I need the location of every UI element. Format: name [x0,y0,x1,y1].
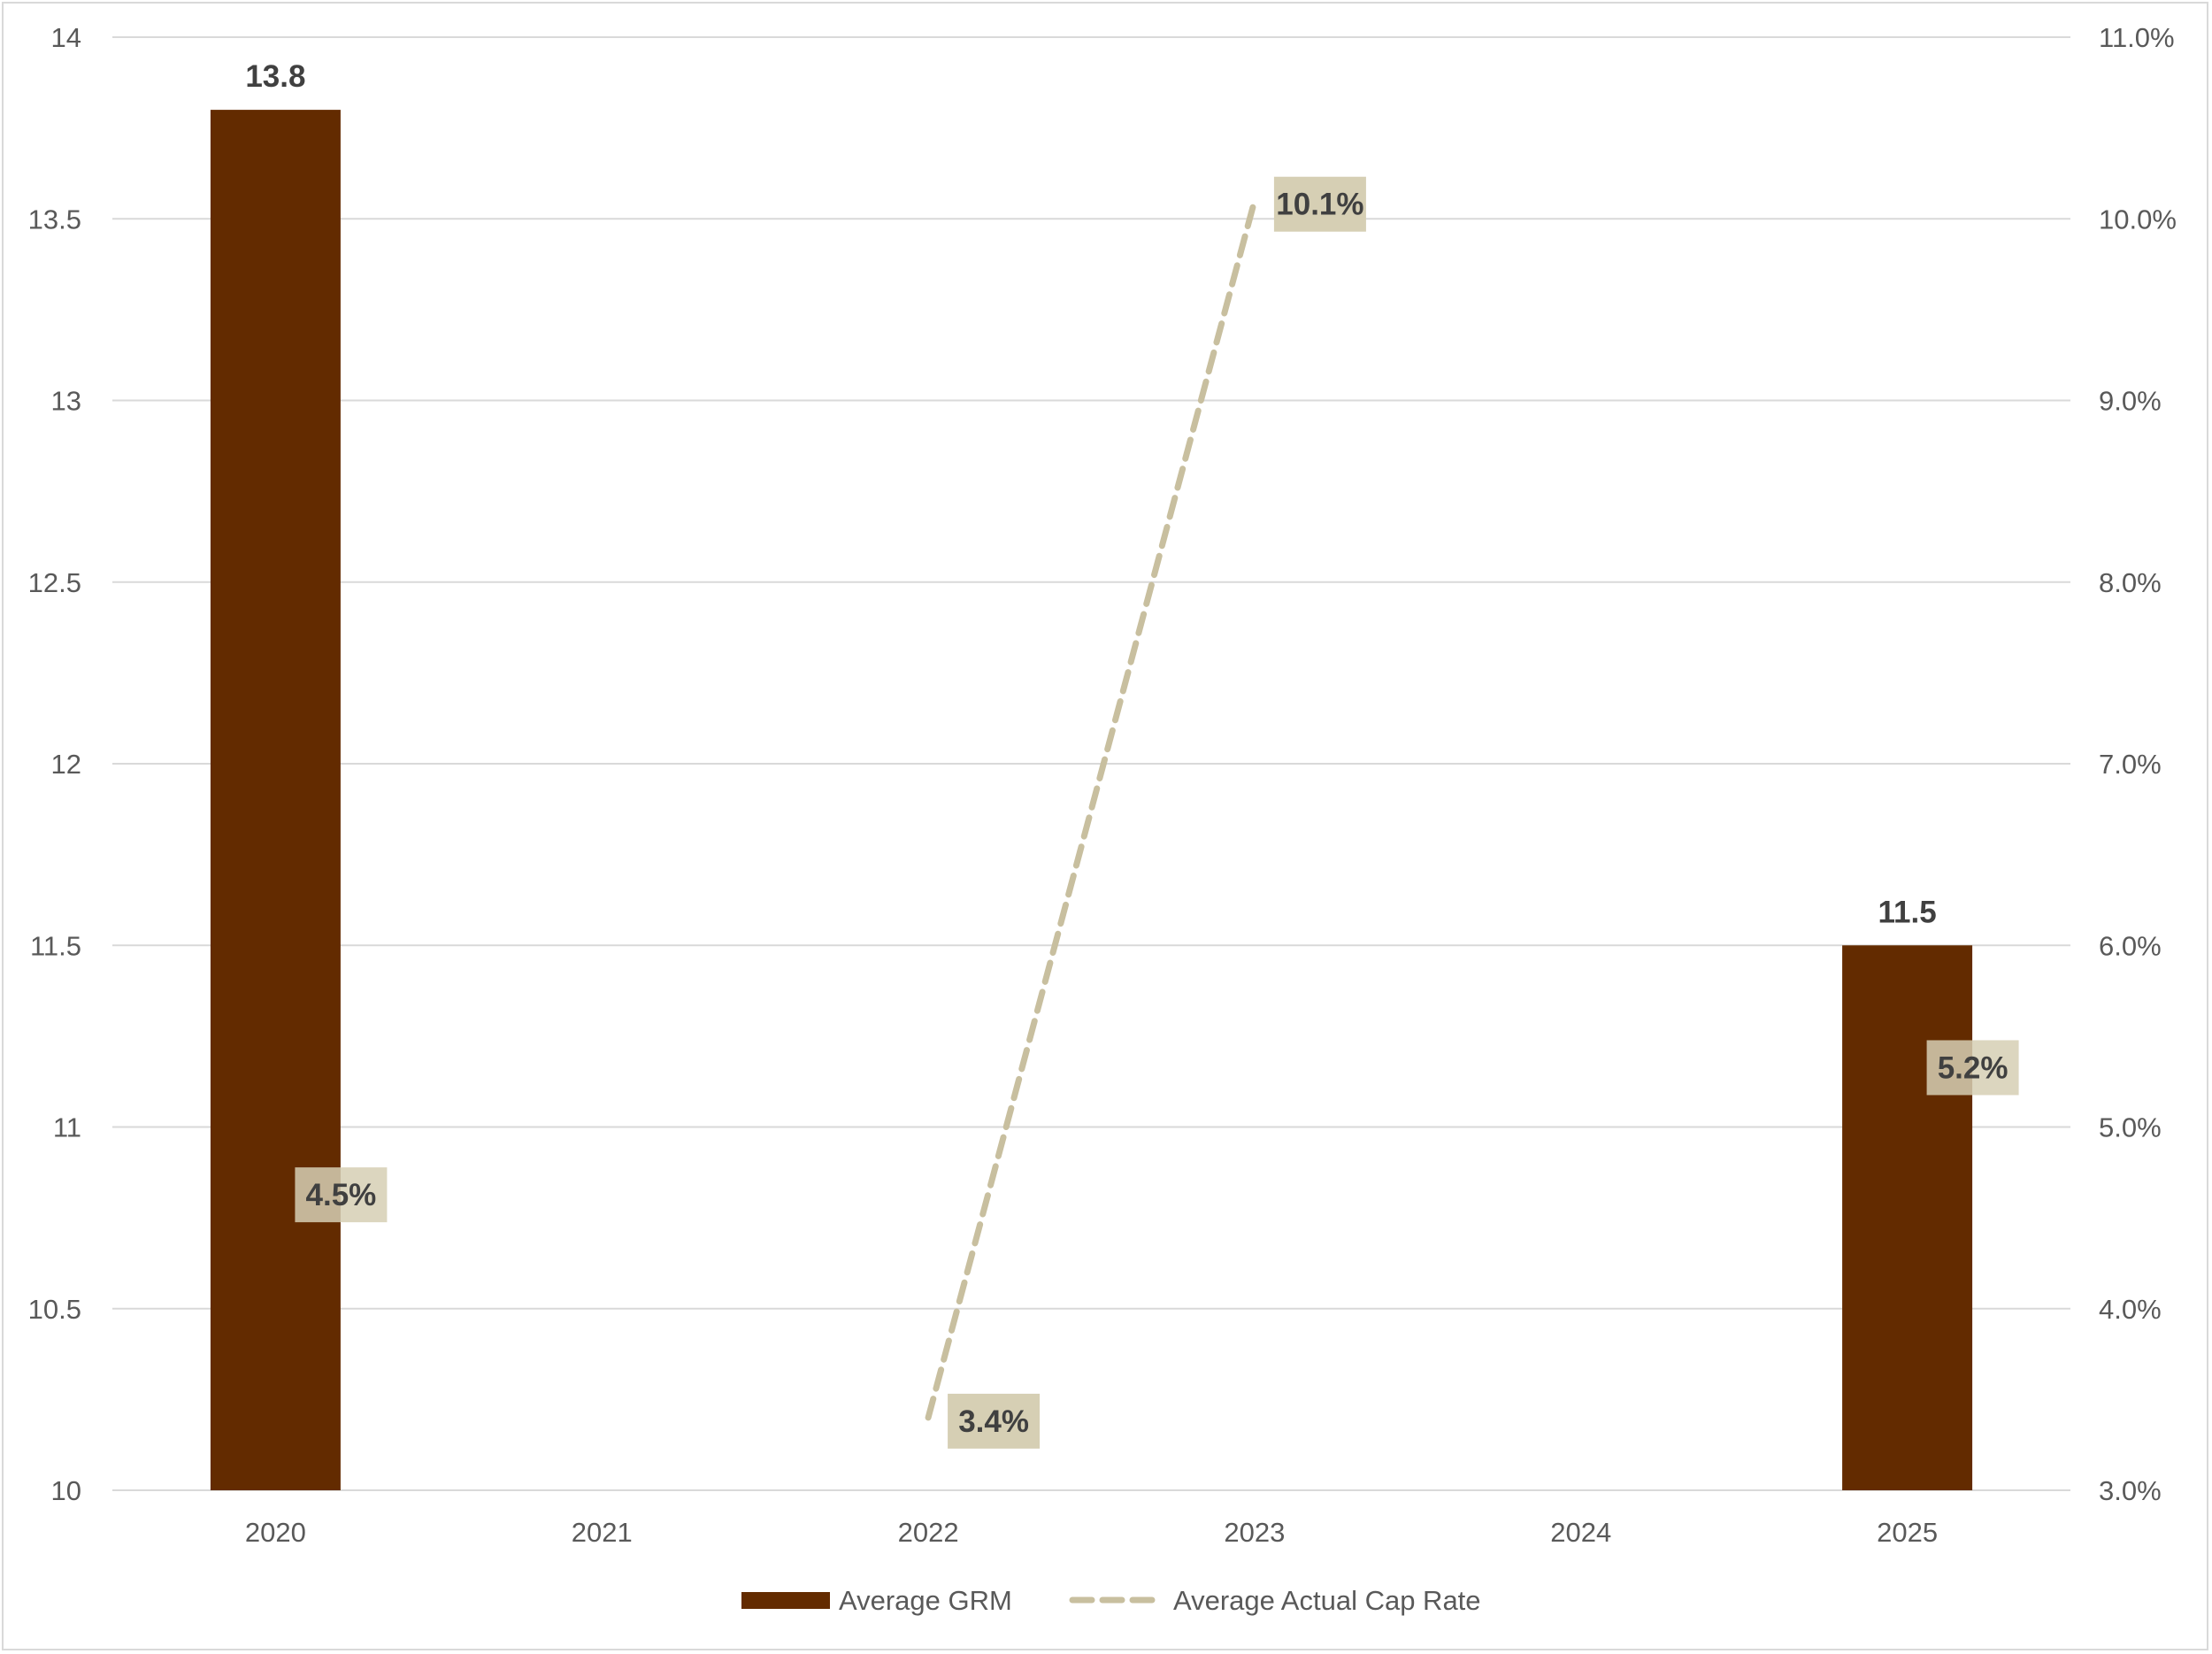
y-left-tick-label: 11 [53,1112,81,1143]
series-line [925,197,1258,1421]
line-data-label-box [295,1167,388,1223]
line-data-label-box [1273,176,1366,232]
y-right-tick-label: 7.0% [2099,749,2162,780]
y-left-tick-label: 11.5 [30,930,81,961]
x-tick-label: 2022 [898,1517,959,1548]
y-right-tick-label: 4.0% [2099,1294,2162,1325]
bar [210,110,341,1491]
y-left-tick-label: 12.5 [28,567,81,598]
y-right-tick-label: 3.0% [2099,1475,2162,1506]
y-right-tick-label: 8.0% [2099,567,2162,598]
legend-swatch-bar [741,1592,830,1609]
y-left-tick-label: 14 [51,22,81,53]
y-right-tick-label: 10.0% [2099,204,2177,235]
line-data-label: 10.1% [1276,188,1363,222]
line-data-label: 4.5% [306,1178,377,1212]
line-data-label: 5.2% [1938,1050,2008,1085]
y-right-tick-label: 11.0% [2099,22,2175,53]
x-tick-label: 2024 [1550,1517,1611,1548]
legend-label: Average GRM [839,1585,1012,1616]
y-left-tick-label: 10 [51,1475,81,1506]
x-tick-label: 2025 [1877,1517,1938,1548]
bar [1842,945,1973,1490]
y-right-tick-label: 9.0% [2099,386,2162,417]
y-left-tick-label: 13 [51,386,81,417]
y-right-tick-label: 6.0% [2099,930,2162,961]
line-data-label-box [948,1393,1041,1449]
bar-data-label: 11.5 [1878,895,1936,929]
x-tick-label: 2021 [572,1517,633,1548]
y-right-tick-label: 5.0% [2099,1112,2162,1143]
legend-label: Average Actual Cap Rate [1173,1585,1481,1616]
line-data-label-box [1926,1040,2019,1096]
bar-data-label: 13.8 [245,59,305,94]
y-left-tick-label: 13.5 [28,204,81,235]
x-tick-label: 2020 [245,1517,306,1548]
x-tick-label: 2023 [1224,1517,1285,1548]
line-data-label: 3.4% [958,1404,1029,1439]
y-left-tick-label: 10.5 [28,1294,81,1325]
y-left-tick-label: 12 [51,749,81,780]
